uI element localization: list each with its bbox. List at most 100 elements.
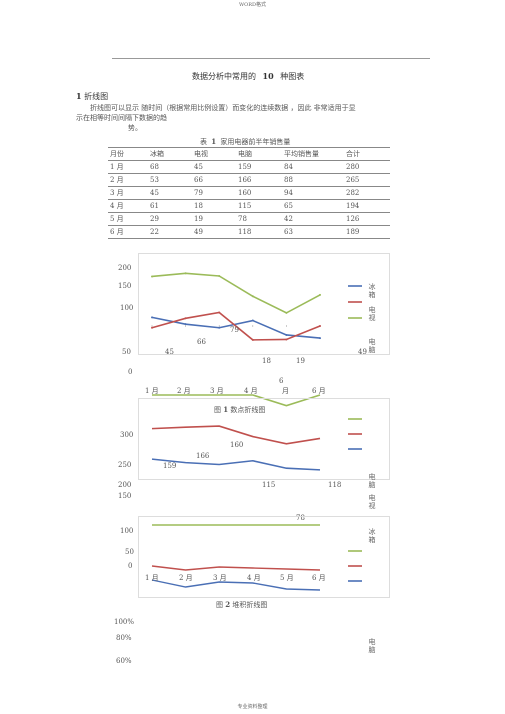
chart1-point (218, 311, 221, 314)
chart1-ytick: 200 (118, 264, 132, 272)
chart2-data-label: 159 (163, 462, 177, 470)
table-cell: 4 月 (108, 199, 148, 213)
chart3-ytick: 60% (116, 657, 132, 665)
table-header-cell: 电脑 (236, 147, 282, 161)
table-row: 5 月 29 19 78 42 126 (108, 212, 390, 226)
table-cell: 5 月 (108, 212, 148, 226)
chart1-point (251, 338, 254, 341)
chart2-series-line (151, 425, 321, 445)
chart2-series-line (151, 458, 321, 471)
table-header-cell: 平均销售量 (282, 147, 344, 161)
chart2-ytick: 200 (118, 481, 132, 489)
table-cell: 53 (148, 173, 192, 187)
chart1-point (251, 319, 254, 322)
chart1-series-line (151, 311, 321, 341)
chart2-xtick: 3 月 (213, 574, 227, 582)
chart1-data-label: 66 (197, 338, 206, 346)
chart1-xtick: 3 月 (210, 387, 224, 395)
chart1-point (184, 323, 187, 326)
para-line-1: 折线图可以显示 随时间（根据常用比例设置）而变化的连续数据 ，因此 非常适用于显 (90, 104, 356, 112)
table-cell: 118 (236, 225, 282, 239)
chart1-point (151, 326, 153, 329)
chart1-point (218, 275, 221, 277)
chart2-xtick: 5 月 (280, 574, 294, 582)
table-cell: 22 (148, 225, 192, 239)
chart1-legend-label: 冰箱 (368, 283, 376, 299)
chart1-data-label: 19 (296, 357, 305, 365)
chart1-frame (138, 253, 390, 355)
chart2-ytick: 50 (125, 548, 134, 556)
table-cell: 1 月 (108, 160, 148, 174)
chart1-xtick: 月 (282, 387, 289, 395)
chart1-ytick: 0 (128, 368, 133, 376)
table-cell: 68 (148, 160, 192, 174)
table-header-cell: 冰箱 (148, 147, 192, 161)
table-cell: 3 月 (108, 186, 148, 200)
table-cell: 115 (236, 199, 282, 213)
chart3-series-line (151, 579, 321, 591)
chart1-series-line (151, 272, 321, 314)
chart2-ytick: 300 (120, 431, 134, 439)
chart1-data-label: 18 (262, 357, 271, 365)
table-cell: 265 (344, 173, 390, 187)
chart1-legend-label: 电视 (368, 306, 376, 322)
chart3-ytick: 80% (116, 634, 132, 642)
chart2-xtick: 1 月 (145, 574, 159, 582)
table-cell: 6 月 (108, 225, 148, 239)
table-cell: 45 (148, 186, 192, 200)
chart1-data-label: 49 (358, 348, 367, 356)
header-rule (112, 58, 430, 59)
chart2-legend-label: 电脑 (368, 473, 376, 489)
chart2-ytick: 150 (118, 492, 132, 500)
chart1-ytick: 100 (120, 304, 134, 312)
para-line-3: 势。 (128, 124, 142, 132)
chart2-data-label: 166 (196, 452, 210, 460)
table-cell: 63 (282, 225, 344, 239)
table-cell: 19 (192, 212, 236, 226)
chart2-ytick: 0 (128, 562, 133, 570)
sales-table: 月份 冰箱 电视 电脑 平均销售量 合计 1 月 68 45 159 84 280 2 月… (108, 147, 390, 239)
table-row: 2 月 53 66 166 88 265 (108, 173, 390, 187)
page-header-label: WORD格式 (238, 2, 266, 8)
table-cell: 66 (192, 173, 236, 187)
chart3-lines (151, 524, 362, 591)
chart1-point (251, 295, 254, 298)
chart1-point (319, 337, 321, 340)
chart1-point (319, 324, 321, 327)
table-cell: 78 (236, 212, 282, 226)
chart1-point (151, 316, 153, 319)
chart1-data-label: 45 (165, 348, 174, 356)
chart2-data-label: 160 (230, 441, 244, 449)
chart1-point (218, 326, 221, 329)
chart2-caption: 图 2 堆积折线图 (216, 600, 268, 609)
chart1-data-label: 79 (230, 326, 239, 334)
chart2-ytick: 250 (118, 461, 132, 469)
page-footer-label: 专业资料整理 (237, 704, 268, 710)
chart2-ytick: 100 (120, 527, 134, 535)
table-cell: 18 (192, 199, 236, 213)
chart1-point (151, 275, 153, 278)
doc-title: 数据分析中常用的 10 种图表 (192, 71, 305, 81)
chart1-data-label: 6 (279, 377, 284, 385)
table-header-row: 月份 冰箱 电视 电脑 平均销售量 合计 (108, 147, 390, 161)
chart3-ytick: 100% (114, 618, 135, 626)
table-row: 4 月 61 18 115 65 194 (108, 199, 390, 213)
table-cell: 2 月 (108, 173, 148, 187)
table-cell: 280 (344, 160, 390, 174)
table-header-cell: 电视 (192, 147, 236, 161)
chart1-point (184, 317, 187, 320)
table-row: 3 月 45 79 160 94 282 (108, 186, 390, 200)
section-heading: 1 折线图 (76, 91, 109, 101)
table-cell: 94 (282, 186, 344, 200)
chart1-point (184, 272, 187, 275)
chart1-point (285, 333, 288, 336)
chart2-xtick: 2 月 (179, 574, 193, 582)
table-cell: 189 (344, 225, 390, 239)
chart3-series-line (151, 565, 321, 571)
table-cell: 84 (282, 160, 344, 174)
table-row: 6 月 22 49 118 63 189 (108, 225, 390, 239)
chart1-xtick: 1 月 (145, 387, 159, 395)
table-cell: 160 (236, 186, 282, 200)
table-caption: 表 1 家用电器前半年销售量 (200, 137, 291, 146)
chart1-point (319, 293, 321, 296)
